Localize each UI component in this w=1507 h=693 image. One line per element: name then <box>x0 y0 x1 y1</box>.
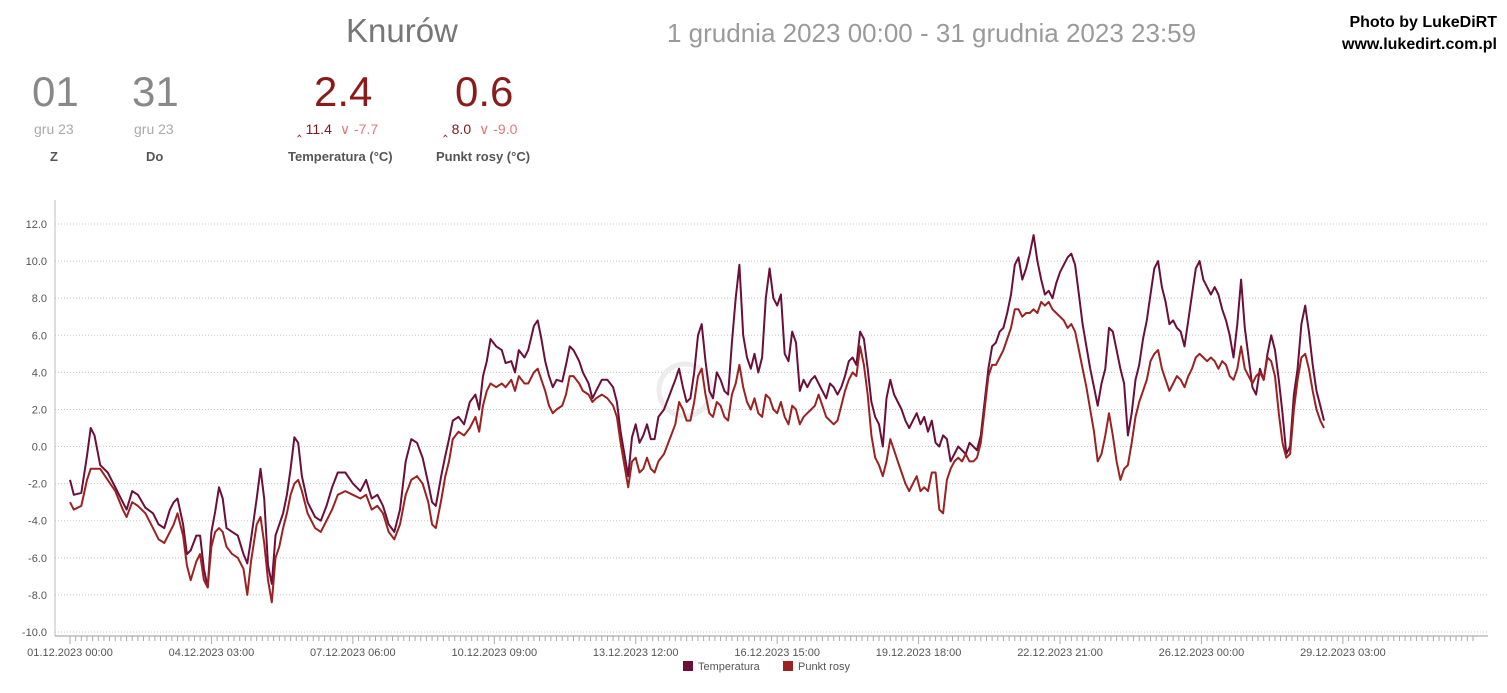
y-tick-label: -4.0 <box>28 516 47 528</box>
x-axis: 01.12.2023 00:00 04.12.2023 03:00 07.12.20… <box>27 635 1488 659</box>
temperature-line <box>69 234 1325 589</box>
from-month: gru 23 <box>34 121 74 137</box>
legend-swatch <box>783 661 793 671</box>
y-tick-label: -2.0 <box>28 479 47 491</box>
x-tick-label: 13.12.2023 12:00 <box>593 647 679 659</box>
from-day: 01 <box>32 68 79 115</box>
y-tick-label: 12.0 <box>26 219 47 231</box>
credit-line-1: Photo by LukeDiRT <box>1349 14 1497 31</box>
caret-up-icon: ‸ <box>443 121 448 137</box>
chart-series <box>69 234 1325 604</box>
from-block: 01 <box>32 68 79 116</box>
y-tick-label: 0.0 <box>32 442 47 454</box>
watermark-logo <box>656 361 714 419</box>
to-label: Do <box>146 149 164 164</box>
to-day: 31 <box>132 68 179 115</box>
x-tick-label: 26.12.2023 00:00 <box>1159 647 1245 659</box>
y-tick-label: 2.0 <box>32 404 47 416</box>
legend-item-dewpoint[interactable]: Punkt rosy <box>798 661 850 673</box>
temperature-dewpoint-chart[interactable]: -10.0 -8.0 -6.0 -4.0 -2.0 0.0 2.0 4.0 6.0 8.0 10.0… <box>0 185 1507 693</box>
legend-item-temperature[interactable]: Temperatura <box>698 661 761 673</box>
x-tick-label: 04.12.2023 03:00 <box>169 647 255 659</box>
dewpoint-max-value: 8.0 <box>451 121 472 137</box>
y-tick-label: 6.0 <box>32 330 47 342</box>
temperature-minmax: ‸ 11.4 ∨ -7.7 <box>297 121 378 138</box>
photo-credit: Photo by LukeDiRT www.lukedirt.com.pl <box>1342 12 1497 56</box>
station-name: Knurów <box>346 12 458 49</box>
x-tick-label: 29.12.2023 03:00 <box>1300 647 1386 659</box>
from-label: Z <box>50 149 58 164</box>
caret-down-icon: ∨ <box>479 121 490 137</box>
legend-swatch <box>683 661 693 671</box>
dewpoint-minmax: ‸ 8.0 ∨ -9.0 <box>443 121 517 138</box>
x-tick-label: 22.12.2023 21:00 <box>1017 647 1103 659</box>
y-tick-label: -8.0 <box>28 590 47 602</box>
temperature-value: 2.4 <box>314 68 373 115</box>
y-axis: -10.0 -8.0 -6.0 -4.0 -2.0 0.0 2.0 4.0 6.0 8.0 10.0… <box>22 200 56 639</box>
dewpoint-min-value: -9.0 <box>493 121 518 137</box>
y-tick-label: 10.0 <box>26 256 47 268</box>
dewpoint-min: ∨ -9.0 <box>479 121 517 137</box>
temperature-max: ‸ 11.4 <box>297 121 332 137</box>
x-tick-label: 19.12.2023 18:00 <box>876 647 962 659</box>
to-month: gru 23 <box>134 121 174 137</box>
date-range: 1 grudnia 2023 00:00 - 31 grudnia 2023 2… <box>667 18 1197 48</box>
temperature-max-value: 11.4 <box>305 121 332 137</box>
dewpoint-max: ‸ 8.0 <box>443 121 471 137</box>
x-tick-label: 01.12.2023 00:00 <box>27 647 113 659</box>
chart-grid <box>55 223 1488 633</box>
to-block: 31 <box>132 68 179 116</box>
credit-line-2: www.lukedirt.com.pl <box>1342 36 1497 53</box>
y-tick-label: -6.0 <box>28 553 47 565</box>
temperature-min-value: -7.7 <box>354 121 379 137</box>
caret-down-icon: ∨ <box>339 121 351 137</box>
caret-up-icon: ‸ <box>297 121 302 137</box>
y-tick-label: 8.0 <box>32 293 47 305</box>
chart-legend[interactable]: Temperatura Punkt rosy <box>683 661 850 673</box>
dewpoint-line <box>69 300 1325 604</box>
temperature-block: 2.4 <box>314 68 372 116</box>
temperature-label: Temperatura (°C) <box>288 149 393 164</box>
dewpoint-value: 0.6 <box>455 68 514 115</box>
dewpoint-block: 0.6 <box>455 68 513 116</box>
y-tick-label: 4.0 <box>32 367 47 379</box>
dewpoint-label: Punkt rosy (°C) <box>436 149 531 164</box>
x-tick-label: 07.12.2023 06:00 <box>310 647 396 659</box>
watermark-cloud-icon <box>656 361 714 419</box>
x-tick-label: 16.12.2023 15:00 <box>734 647 820 659</box>
y-tick-label: -10.0 <box>22 627 47 639</box>
x-tick-label: 10.12.2023 09:00 <box>451 647 537 659</box>
temperature-min: ∨ -7.7 <box>340 121 378 137</box>
